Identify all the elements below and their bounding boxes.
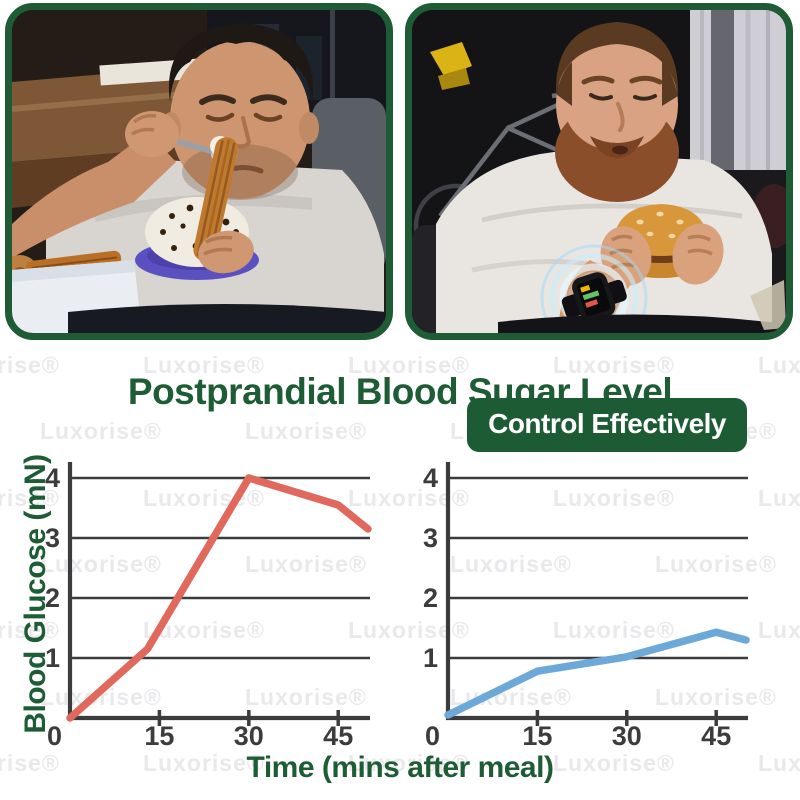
chart-uncontrolled-glucose: 1 2 3 4 0 15 30 45 (45, 462, 372, 751)
x-tick-label: 30 (612, 721, 642, 751)
x-tick-label: 15 (144, 721, 174, 751)
origin-label: 0 (425, 721, 440, 751)
y-tick-label: 1 (45, 643, 60, 673)
x-axis-label: Time (mins after meal) (246, 751, 554, 784)
x-tick-label: 45 (701, 721, 731, 751)
watermark-text: Luxorise® (758, 484, 800, 511)
man-head (161, 23, 319, 200)
watermark-text: Luxorise® (758, 617, 800, 644)
y-tick-label: 4 (45, 463, 60, 493)
y-tick-label: 3 (423, 523, 438, 553)
x-tick-label: 45 (323, 721, 353, 751)
burger-scene-illustration (412, 10, 786, 333)
photo-overeating-desserts (5, 3, 393, 340)
lap-shadow (68, 304, 386, 333)
x-tick-label: 15 (522, 721, 552, 751)
y-tick-label: 3 (45, 523, 60, 553)
lap-shadow (498, 314, 786, 333)
origin-label: 0 (47, 721, 62, 751)
man-head (555, 22, 679, 202)
smartwatch-icon (561, 272, 627, 322)
chart-controlled-glucose: 1 2 3 4 0 15 30 45 (423, 462, 750, 751)
control-effectively-badge: Control Effectively (467, 398, 747, 452)
x-tick-label: 30 (234, 721, 264, 751)
data-line (66, 474, 372, 722)
photo-burger-smartwatch (405, 3, 793, 340)
y-tick-label: 1 (423, 643, 438, 673)
paper-patch (750, 280, 786, 330)
y-tick-label: 4 (423, 463, 438, 493)
data-line (444, 628, 750, 719)
hand-holding-churro (198, 230, 254, 274)
y-axis-label: Blood Glucose (mN) (19, 454, 52, 734)
watermark-text: Luxorise® (40, 418, 162, 445)
watermark-text: Luxorise® (245, 418, 367, 445)
y-tick-label: 2 (423, 583, 438, 613)
y-tick-label: 2 (45, 583, 60, 613)
dessert-scene-illustration (12, 10, 386, 333)
